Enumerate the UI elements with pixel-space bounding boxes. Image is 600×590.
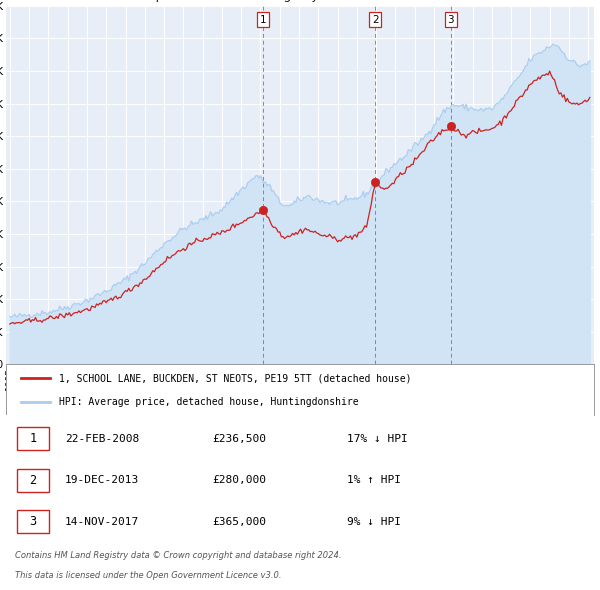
- Text: 2: 2: [29, 474, 37, 487]
- Text: 22-FEB-2008: 22-FEB-2008: [65, 434, 139, 444]
- Text: 1: 1: [29, 432, 37, 445]
- Text: This data is licensed under the Open Government Licence v3.0.: This data is licensed under the Open Gov…: [15, 571, 281, 580]
- Text: Contains HM Land Registry data © Crown copyright and database right 2024.: Contains HM Land Registry data © Crown c…: [15, 552, 341, 560]
- Text: 1, SCHOOL LANE, BUCKDEN, ST NEOTS, PE19 5TT (detached house): 1, SCHOOL LANE, BUCKDEN, ST NEOTS, PE19 …: [59, 373, 412, 383]
- Text: £365,000: £365,000: [212, 517, 266, 527]
- Text: 3: 3: [29, 515, 37, 528]
- FancyBboxPatch shape: [17, 510, 49, 533]
- Text: 2: 2: [372, 15, 379, 25]
- Text: 19-DEC-2013: 19-DEC-2013: [65, 475, 139, 485]
- Text: £236,500: £236,500: [212, 434, 266, 444]
- Text: 17% ↓ HPI: 17% ↓ HPI: [347, 434, 408, 444]
- Text: 1: 1: [260, 15, 266, 25]
- FancyBboxPatch shape: [17, 468, 49, 492]
- Text: 3: 3: [448, 15, 454, 25]
- Text: HPI: Average price, detached house, Huntingdonshire: HPI: Average price, detached house, Hunt…: [59, 396, 359, 407]
- Text: 14-NOV-2017: 14-NOV-2017: [65, 517, 139, 527]
- Text: £280,000: £280,000: [212, 475, 266, 485]
- Text: 1% ↑ HPI: 1% ↑ HPI: [347, 475, 401, 485]
- FancyBboxPatch shape: [17, 427, 49, 450]
- Title: 1, SCHOOL LANE, BUCKDEN, ST NEOTS, PE19 5TT
Price paid vs. HM Land Registry's Ho: 1, SCHOOL LANE, BUCKDEN, ST NEOTS, PE19 …: [121, 0, 479, 2]
- Text: 9% ↓ HPI: 9% ↓ HPI: [347, 517, 401, 527]
